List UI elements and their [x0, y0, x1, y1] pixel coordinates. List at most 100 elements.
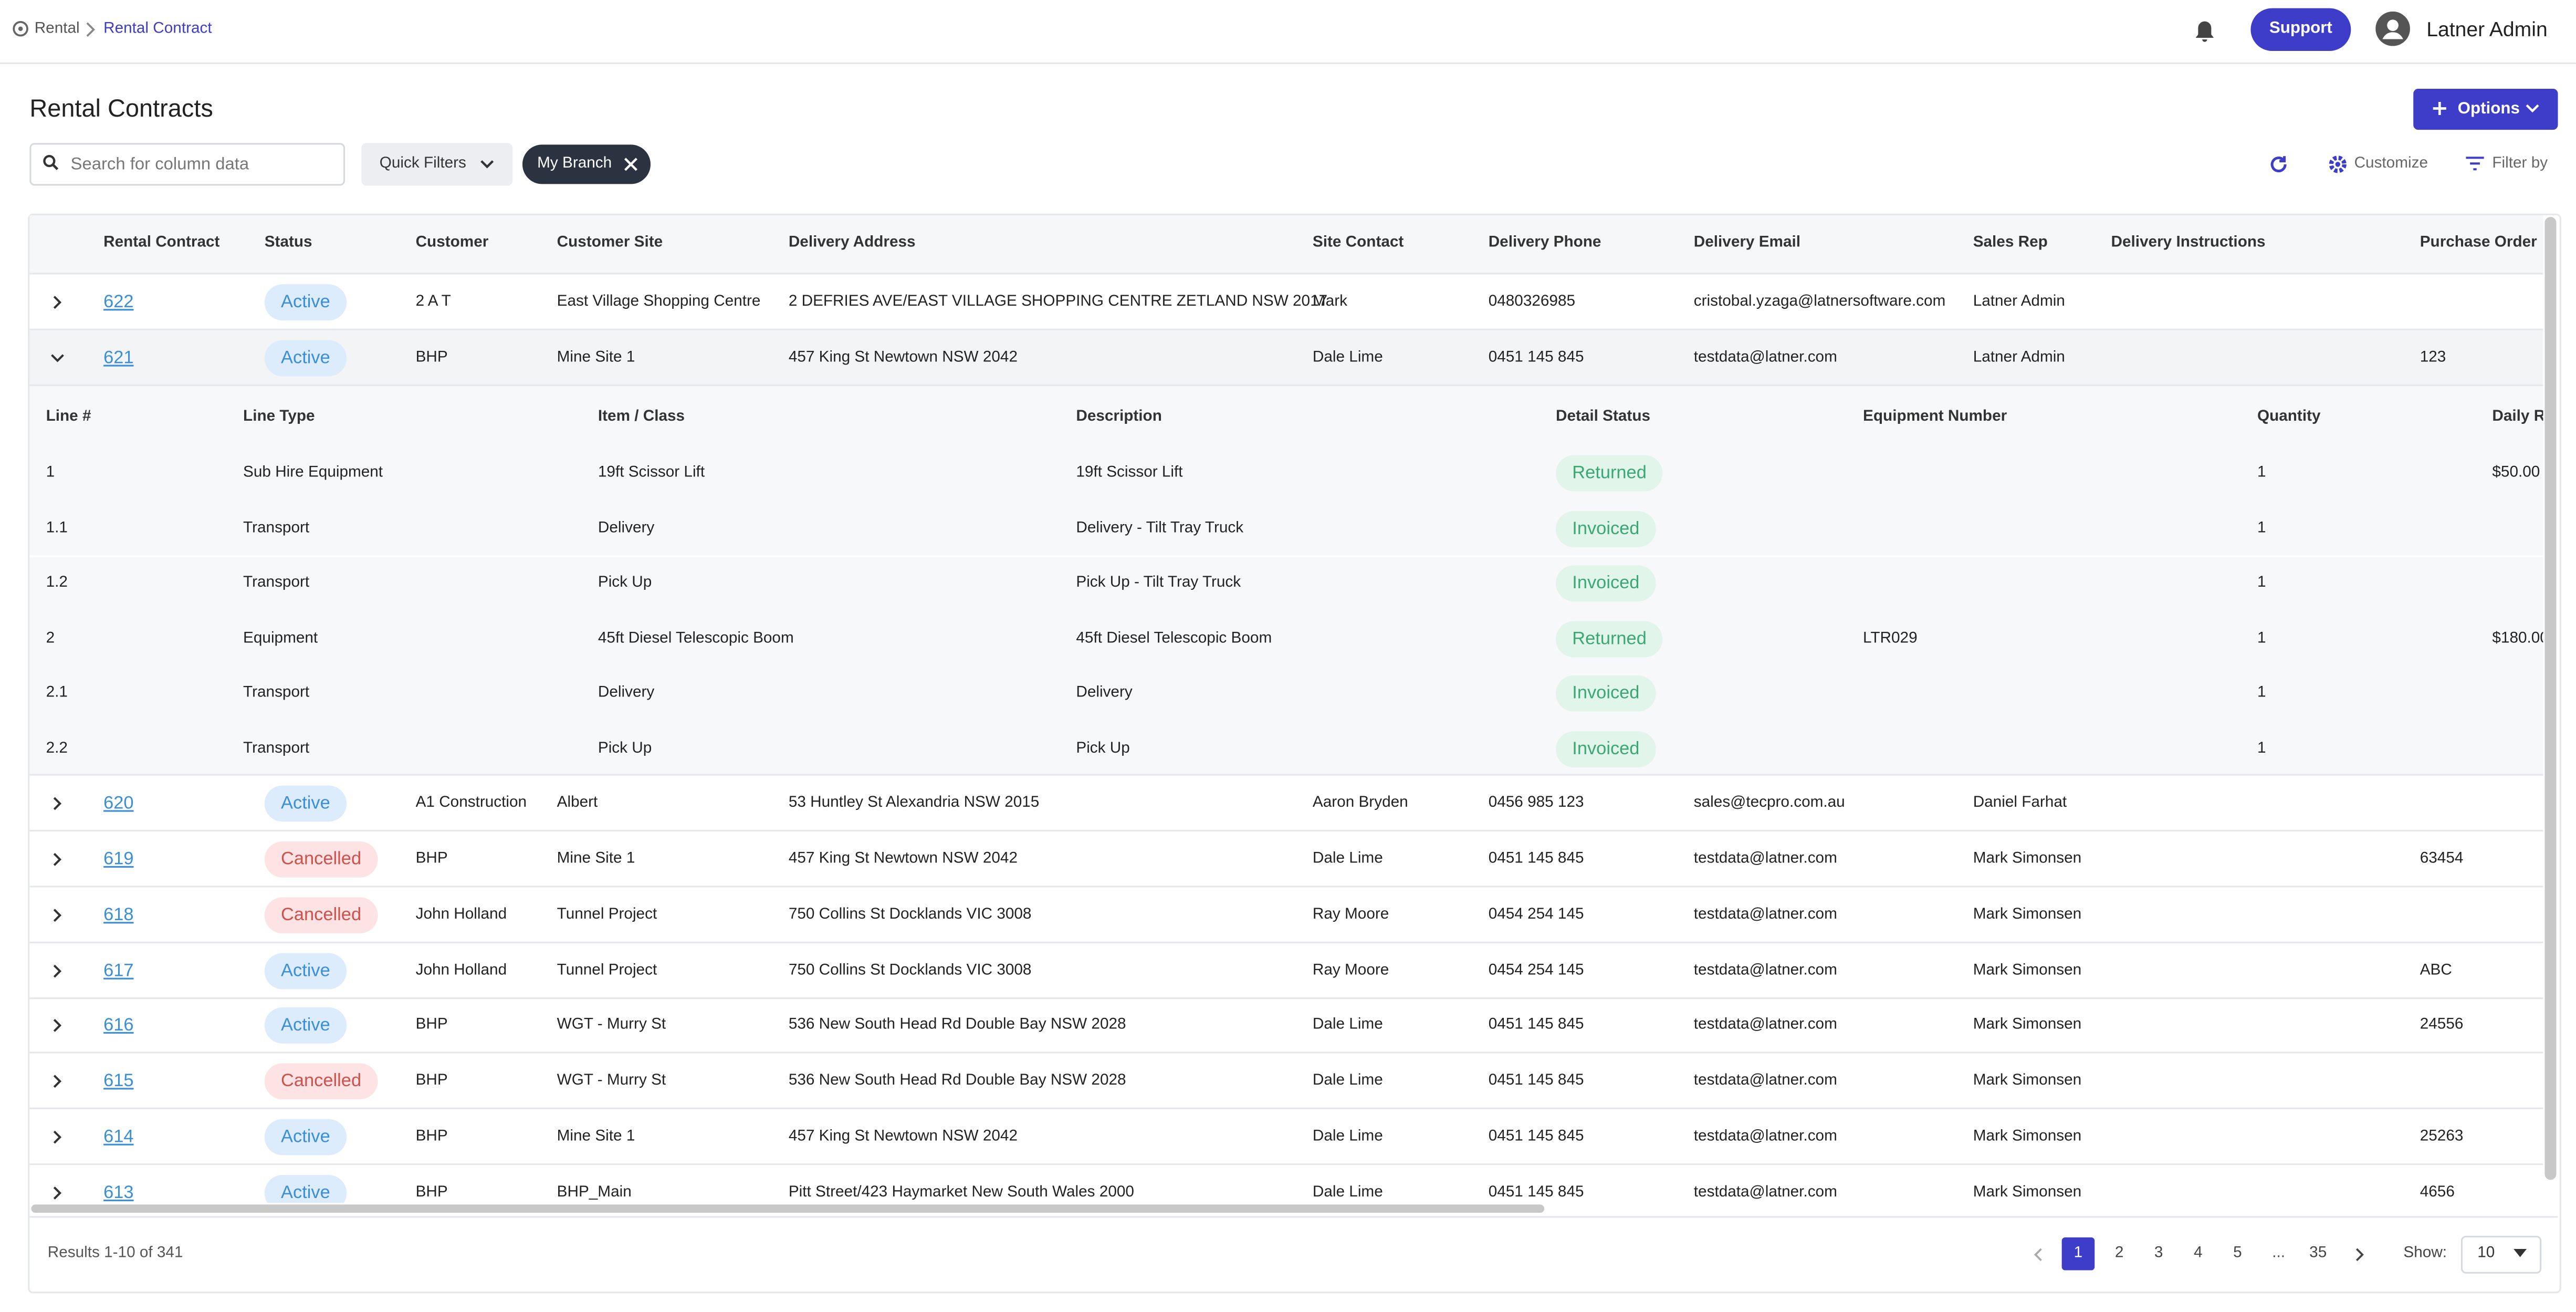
table-cell: 0480326985	[1488, 292, 1576, 311]
table-cell: Dale Lime	[1312, 348, 1383, 366]
page-button[interactable]: 3	[2154, 1244, 2163, 1262]
column-header[interactable]: Customer	[415, 233, 489, 252]
detail-cell: Delivery	[598, 683, 655, 702]
table-cell: Latner Admin	[1973, 348, 2065, 366]
column-header[interactable]: Purchase Order	[2420, 233, 2537, 252]
column-header[interactable]: Customer Site	[557, 233, 663, 252]
expand-toggle[interactable]	[49, 1129, 66, 1145]
filter-chip[interactable]	[522, 144, 651, 184]
contract-link[interactable]: 621	[103, 348, 134, 368]
page-button[interactable]: 1	[2061, 1237, 2095, 1271]
table-cell: John Holland	[415, 961, 507, 979]
refresh-icon[interactable]	[2269, 154, 2289, 174]
contract-link[interactable]: 618	[103, 905, 134, 925]
vertical-scrollbar[interactable]	[2544, 217, 2557, 1180]
next-page[interactable]	[2352, 1247, 2365, 1262]
detail-header	[29, 385, 2543, 448]
table-cell: 2 DEFRIES AVE/EAST VILLAGE SHOPPING CENT…	[788, 292, 1328, 311]
expand-toggle[interactable]	[49, 851, 66, 868]
detail-cell: 19ft Scissor Lift	[1076, 464, 1183, 482]
contract-link[interactable]: 613	[103, 1183, 134, 1203]
support-button[interactable]: Support	[2250, 8, 2351, 51]
column-header[interactable]: Rental Contract	[103, 233, 220, 252]
contract-link[interactable]: 614	[103, 1127, 134, 1147]
contract-link[interactable]: 620	[103, 794, 134, 814]
table-cell: Mark Simonsen	[1973, 849, 2082, 868]
row-divider	[29, 941, 2543, 943]
column-header[interactable]: Delivery Phone	[1488, 233, 1601, 252]
detail-cell: Transport	[243, 574, 310, 592]
table-cell: testdata@latner.com	[1693, 905, 1837, 923]
table-row	[29, 942, 2543, 998]
table-cell: testdata@latner.com	[1693, 1071, 1837, 1090]
search-box[interactable]	[29, 143, 345, 186]
detail-column-header: Quantity	[2257, 407, 2321, 425]
status-badge: Active	[264, 786, 347, 822]
table-cell: 0451 145 845	[1488, 348, 1584, 366]
expand-toggle[interactable]	[49, 294, 66, 310]
filter-chip-label: My Branch	[537, 154, 612, 173]
page-button[interactable]: 2	[2114, 1244, 2124, 1262]
status-badge: Cancelled	[264, 841, 378, 878]
table-cell: Mark Simonsen	[1973, 1127, 2082, 1146]
table-cell: BHP	[415, 849, 448, 868]
expand-toggle[interactable]	[49, 1184, 66, 1201]
expand-toggle[interactable]	[49, 907, 66, 923]
expand-toggle[interactable]	[49, 349, 66, 366]
detail-row	[29, 501, 2543, 557]
page-size-caret	[2514, 1248, 2527, 1257]
page-button[interactable]: 5	[2233, 1244, 2242, 1262]
contract-link[interactable]: 615	[103, 1071, 134, 1092]
home-icon	[13, 20, 28, 37]
breadcrumb[interactable]: Rental	[34, 19, 80, 38]
horizontal-scrollbar[interactable]	[31, 1204, 1545, 1213]
detail-cell: 1.2	[46, 574, 68, 592]
contract-link[interactable]: 616	[103, 1016, 134, 1036]
chip-remove-icon[interactable]	[623, 156, 639, 172]
options-label[interactable]: Options	[2457, 100, 2520, 119]
column-header[interactable]: Delivery Instructions	[2111, 233, 2266, 252]
detail-cell: 1	[2257, 738, 2266, 757]
table-cell: East Village Shopping Centre	[557, 292, 761, 311]
filter-by-label[interactable]: Filter by	[2492, 154, 2548, 173]
status-badge: Active	[264, 1119, 347, 1155]
expand-toggle[interactable]	[49, 796, 66, 812]
quick-filters-button[interactable]	[361, 143, 513, 186]
detail-cell: Pick Up - Tilt Tray Truck	[1076, 574, 1241, 592]
expand-toggle[interactable]	[49, 1018, 66, 1034]
options-caret	[2526, 104, 2539, 113]
expand-toggle[interactable]	[49, 1074, 66, 1090]
detail-cell: Pick Up	[598, 738, 652, 757]
detail-cell: 1	[2257, 683, 2266, 702]
customize-label[interactable]: Customize	[2354, 154, 2428, 173]
column-header[interactable]: Sales Rep	[1973, 233, 2048, 252]
avatar[interactable]	[2375, 11, 2410, 46]
expand-toggle[interactable]	[49, 962, 66, 978]
user-name[interactable]: Latner Admin	[2426, 18, 2548, 41]
prev-page[interactable]	[2032, 1247, 2045, 1262]
table-cell: Latner Admin	[1973, 292, 2065, 311]
contract-link[interactable]: 619	[103, 849, 134, 870]
detail-cell: $50.00	[2492, 464, 2540, 482]
column-header[interactable]: Delivery Address	[788, 233, 916, 252]
page-button[interactable]: 4	[2194, 1244, 2203, 1262]
page-button[interactable]: ...	[2272, 1244, 2286, 1262]
column-header[interactable]: Delivery Email	[1693, 233, 1801, 252]
quick-filters-label[interactable]: Quick Filters	[379, 154, 466, 173]
page-button[interactable]: 35	[2309, 1244, 2327, 1262]
table-cell: Mine Site 1	[557, 1127, 635, 1146]
contract-link[interactable]: 622	[103, 292, 134, 313]
table-cell: 0456 985 123	[1488, 794, 1584, 813]
detail-status-badge: Invoiced	[1555, 730, 1656, 767]
table-cell: 457 King St Newtown NSW 2042	[788, 348, 1018, 366]
bell-icon[interactable]	[2195, 20, 2215, 43]
column-header[interactable]: Status	[264, 233, 312, 252]
table-cell: BHP	[415, 348, 448, 366]
contract-link[interactable]: 617	[103, 961, 134, 981]
page-size-select[interactable]	[2460, 1235, 2542, 1274]
table-cell: WGT - Murry St	[557, 1071, 666, 1090]
table-cell: Albert	[557, 794, 598, 813]
detail-cell: 2	[46, 629, 55, 647]
column-header[interactable]: Site Contact	[1312, 233, 1404, 252]
